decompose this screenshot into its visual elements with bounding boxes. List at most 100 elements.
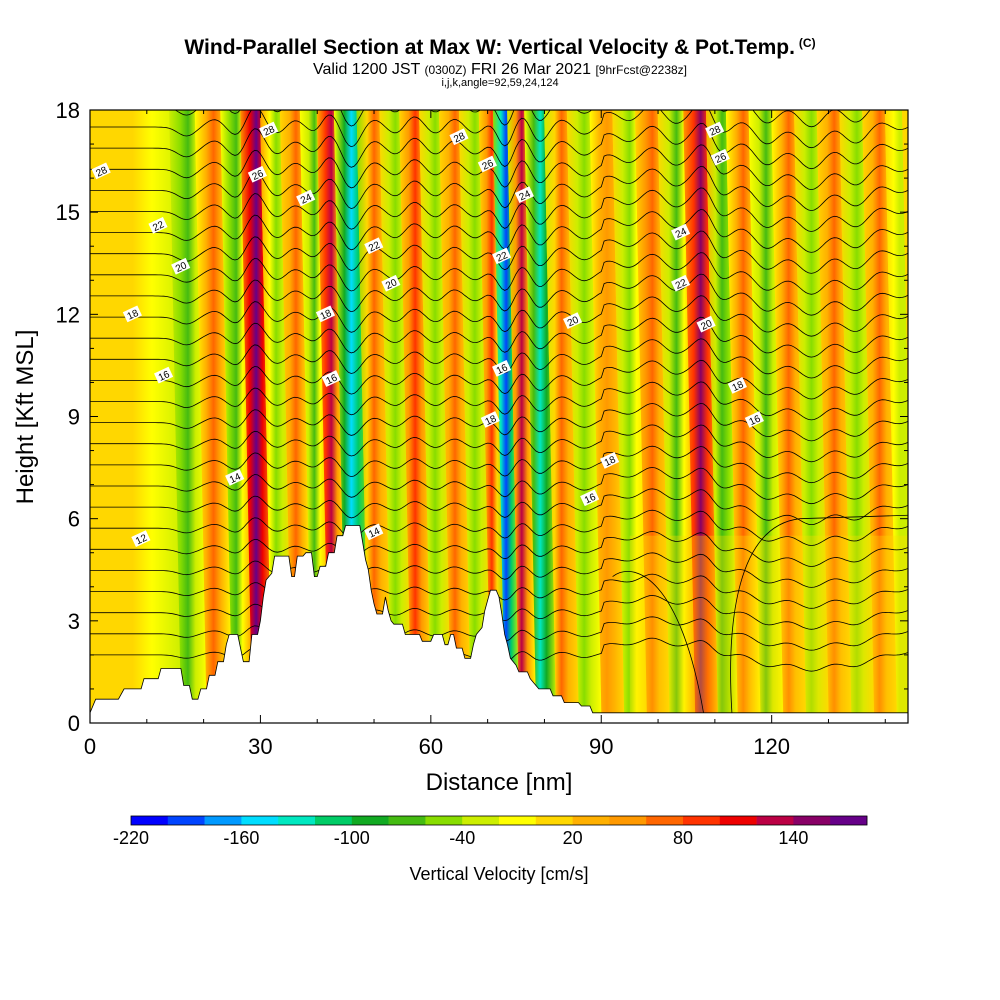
theta-contour [90, 165, 908, 212]
valid-date: FRI 26 Mar 2021 [470, 61, 591, 78]
contour-label: 20 [696, 315, 716, 333]
low-level-zone [629, 535, 908, 723]
utc-time: (0300Z) [424, 63, 467, 77]
theta-contour [90, 16, 908, 65]
velocity-band [90, 110, 182, 723]
colorbar-swatch [535, 816, 573, 825]
theta-contour [90, 110, 908, 149]
chart-title: Wind-Parallel Section at Max W: Vertical… [0, 36, 1000, 60]
contour-label-bg [247, 165, 267, 183]
contour-label: 20 [381, 274, 401, 292]
colorbar-swatch [830, 816, 868, 825]
contour-label: 24 [514, 186, 534, 203]
theta-contour [90, 273, 908, 316]
contour-labels: 28 22 20 18 16 12 14 26 28 24 18 16 22 20 14 28 26 24 22 16… [91, 121, 764, 548]
theta-contour [90, 445, 908, 484]
contour-label-text: 26 [251, 168, 266, 183]
contour-label: 14 [225, 468, 245, 486]
colorbar-tick-label: 80 [673, 828, 693, 848]
contour-label-text: 24 [674, 226, 689, 241]
colorbar-swatch [683, 816, 721, 825]
contour-label-text: 14 [367, 526, 382, 541]
contour-label-bg [727, 376, 747, 394]
contour-label: 28 [91, 162, 111, 180]
colorbar-tick-label: 20 [563, 828, 583, 848]
contour-label-text: 24 [299, 192, 314, 207]
velocity-band [458, 110, 491, 723]
contour-label: 18 [122, 305, 142, 323]
colorbar-swatch [241, 816, 279, 825]
chart-subtitle: Valid 1200 JST (0300Z) FRI 26 Mar 2021 [… [0, 61, 1000, 79]
contour-label-bg [696, 315, 716, 333]
colorbar-swatch [167, 816, 205, 825]
contour-label: 16 [580, 489, 600, 507]
contour-label: 28 [449, 128, 469, 145]
contour-label-bg [171, 257, 191, 275]
theta-contour [90, 144, 908, 191]
colorbar-swatch [425, 816, 463, 825]
contour-label-text: 16 [324, 372, 339, 387]
colorbar-swatch [646, 816, 684, 825]
contour-label-bg [671, 223, 691, 241]
contour-label: 26 [710, 148, 730, 166]
colorbar-swatch [499, 816, 537, 825]
contour-label-text: 20 [566, 314, 581, 329]
y-tick-label: 18 [56, 98, 80, 123]
velocity-band [706, 110, 738, 723]
colorbar-swatch [719, 816, 757, 825]
velocity-band [683, 110, 719, 723]
contour-label-text: 18 [731, 379, 746, 394]
theta-contour [90, 252, 908, 295]
contour-label-text: 16 [157, 369, 172, 384]
y-axis-label: Height [Kft MSL] [12, 330, 39, 505]
contour-label-bg [296, 189, 316, 207]
contour-label-bg [710, 148, 730, 166]
contour-label-bg [154, 366, 174, 384]
theta-contour [90, 230, 908, 274]
colorbar-swatch [204, 816, 242, 825]
theta-contour [90, 359, 908, 400]
grid-indices: i,j,k,angle=92,59,24,124 [441, 77, 559, 89]
velocity-band [240, 110, 273, 723]
contour-label-text: 18 [603, 454, 618, 469]
velocity-band [419, 110, 452, 723]
x-tick-label: 0 [84, 734, 96, 759]
colorbar-tick-label: -100 [334, 828, 370, 848]
colorbar-frame [130, 815, 868, 826]
contour-label-text: 22 [367, 240, 382, 255]
theta-contour [90, 295, 908, 337]
contour-label: 28 [259, 121, 279, 139]
theta-contour [90, 316, 908, 358]
y-tick-label: 12 [56, 302, 80, 327]
contour-label-text: 28 [262, 124, 277, 139]
contour-label-bg [148, 216, 168, 234]
contour-label-bg [315, 305, 336, 323]
contour-label-text: 24 [518, 188, 533, 203]
colorbar-swatch [315, 816, 353, 825]
contour-label: 28 [705, 121, 725, 139]
colorbar-swatch [131, 816, 169, 825]
velocity-band [589, 110, 625, 723]
contour-label: 24 [671, 223, 691, 241]
contour-label: 22 [148, 216, 168, 234]
theta-contour [90, 209, 908, 253]
contour-label-text: 16 [748, 413, 763, 428]
velocity-band [544, 110, 579, 723]
colorbar-swatch [462, 816, 500, 825]
contour-label-bg [122, 305, 142, 323]
contour-label-bg [580, 489, 600, 507]
contour-label-text: 26 [481, 158, 496, 173]
velocity-band [566, 110, 602, 723]
contour-label-bg [91, 162, 111, 180]
contour-label-text: 18 [126, 308, 141, 323]
colorbar-swatch [793, 816, 831, 825]
theta-contour [174, 110, 871, 128]
contour-label-bg [131, 530, 151, 548]
colorbar-tick-label: -220 [113, 828, 149, 848]
contour-label: 18 [727, 376, 747, 394]
velocity-band [220, 110, 253, 723]
theta-contour [90, 488, 908, 526]
contour-label-bg [480, 411, 500, 428]
contour-label: 16 [154, 366, 174, 384]
